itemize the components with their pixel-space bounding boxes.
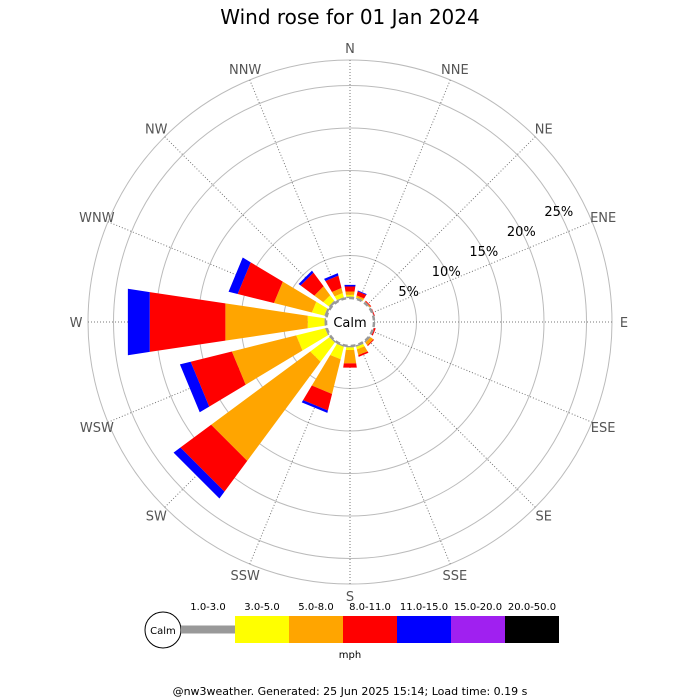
spoke-ese bbox=[349, 321, 593, 423]
direction-label-sse: SSE bbox=[442, 569, 467, 584]
bar-s-8.0-11.0 bbox=[343, 363, 357, 368]
bar-n-3.0-5.0 bbox=[345, 294, 355, 297]
legend-swatch-8.0-11.0 bbox=[343, 616, 397, 643]
legend-swatch-3.0-5.0 bbox=[235, 616, 289, 643]
bar-wnw-11.0-15.0 bbox=[228, 257, 251, 294]
direction-label-ssw: SSW bbox=[230, 569, 260, 584]
bar-sw-5.0-8.0 bbox=[211, 351, 321, 461]
bar-ssw-8.0-11.0 bbox=[303, 385, 333, 411]
calm-circle-group: Calm bbox=[324, 296, 376, 348]
bar-ese-8.0-11.0 bbox=[371, 328, 376, 336]
bar-s-3.0-5.0 bbox=[345, 347, 355, 350]
legend-unit: mph bbox=[339, 650, 361, 661]
bar-sse-8.0-11.0 bbox=[358, 351, 369, 357]
legend-swatch-15.0-20.0 bbox=[451, 616, 505, 643]
bar-wnw-3.0-5.0 bbox=[311, 301, 328, 316]
bar-wsw-11.0-15.0 bbox=[179, 361, 210, 413]
bar-ssw-5.0-8.0 bbox=[311, 354, 341, 394]
bar-n-11.0-15.0 bbox=[344, 284, 356, 287]
ring-labels: 5% 10% 15% 20% 25% bbox=[398, 205, 573, 300]
direction-label-ene: ENE bbox=[590, 211, 616, 226]
bar-sw-3.0-5.0 bbox=[310, 337, 335, 362]
frequency-bars bbox=[127, 257, 376, 499]
direction-labels: N NNE NE ENE E ESE SE SSE S SSW SW WSW W WNW NW NNW bbox=[70, 42, 629, 605]
calm-label: Calm bbox=[333, 316, 366, 331]
bar-se-8.0-11.0 bbox=[367, 339, 375, 347]
bar-nw-1.0-3.0 bbox=[328, 300, 336, 308]
bar-nnw-3.0-5.0 bbox=[334, 292, 344, 300]
ring-label-10: 10% bbox=[432, 265, 461, 280]
bar-nw-8.0-11.0 bbox=[300, 272, 324, 296]
legend-label-5.0-8.0: 5.0-8.0 bbox=[298, 602, 333, 613]
bar-ssw-11.0-15.0 bbox=[301, 400, 328, 413]
chart-title: Wind rose for 01 Jan 2024 bbox=[220, 5, 479, 29]
bar-wnw-5.0-8.0 bbox=[273, 281, 317, 313]
legend-label-3.0-5.0: 3.0-5.0 bbox=[244, 602, 279, 613]
bar-nnw-5.0-8.0 bbox=[331, 287, 343, 297]
legend-swatch-5.0-8.0 bbox=[289, 616, 343, 643]
bar-wsw-3.0-5.0 bbox=[296, 328, 328, 351]
spoke-se bbox=[349, 321, 536, 508]
ring-label-5: 5% bbox=[398, 285, 419, 300]
spoke-sse bbox=[349, 321, 451, 565]
bar-sw-8.0-11.0 bbox=[180, 424, 248, 492]
legend-label-11.0-15.0: 11.0-15.0 bbox=[400, 602, 448, 613]
bar-nnw-8.0-11.0 bbox=[325, 275, 342, 292]
bar-w-8.0-11.0 bbox=[149, 292, 226, 352]
legend-swatch-20.0-50.0 bbox=[505, 616, 559, 643]
direction-label-wnw: WNW bbox=[79, 211, 115, 226]
bar-nw-3.0-5.0 bbox=[323, 295, 335, 307]
bar-sse-5.0-8.0 bbox=[356, 346, 368, 356]
ring-label-25: 25% bbox=[544, 205, 573, 220]
direction-label-nne: NNE bbox=[441, 63, 469, 78]
legend-label-1.0-3.0: 1.0-3.0 bbox=[190, 602, 225, 613]
bar-w-3.0-5.0 bbox=[307, 315, 325, 329]
direction-label-w: W bbox=[70, 316, 83, 331]
bar-wsw-8.0-11.0 bbox=[190, 351, 246, 407]
bar-s-5.0-8.0 bbox=[343, 349, 357, 364]
bar-ssw-3.0-5.0 bbox=[330, 344, 344, 360]
calm-circle bbox=[324, 296, 376, 348]
bar-nne-8.0-11.0 bbox=[356, 291, 367, 299]
bar-nw-11.0-15.0 bbox=[298, 270, 314, 286]
legend-label-15.0-20.0: 15.0-20.0 bbox=[454, 602, 502, 613]
legend-swatch-11.0-15.0 bbox=[397, 616, 451, 643]
direction-label-se: SE bbox=[536, 510, 552, 525]
direction-label-ne: NE bbox=[535, 122, 553, 137]
bar-wsw-5.0-8.0 bbox=[231, 335, 303, 385]
legend-label-8.0-11.0: 8.0-11.0 bbox=[349, 602, 391, 613]
ring-label-15: 15% bbox=[469, 245, 498, 260]
bar-w-5.0-8.0 bbox=[225, 303, 308, 341]
legend-swatch-1.0-3.0 bbox=[181, 625, 235, 634]
direction-label-sw: SW bbox=[146, 510, 167, 525]
bar-w-11.0-15.0 bbox=[127, 288, 150, 356]
bar-nw-5.0-8.0 bbox=[314, 286, 331, 303]
direction-label-e: E bbox=[620, 316, 628, 331]
legend: Calm 1.0-3.0 3.0-5.0 5.0-8.0 8.0-11.0 11.0-1… bbox=[144, 602, 559, 661]
direction-label-s: S bbox=[346, 590, 354, 605]
direction-label-wsw: WSW bbox=[80, 421, 114, 436]
bar-n-8.0-11.0 bbox=[344, 286, 356, 292]
ring-label-20: 20% bbox=[507, 225, 536, 240]
bar-se-5.0-8.0 bbox=[365, 337, 374, 346]
bar-sw-11.0-15.0 bbox=[173, 447, 225, 499]
direction-label-nnw: NNW bbox=[229, 63, 261, 78]
direction-label-nw: NW bbox=[145, 122, 168, 137]
direction-label-ese: ESE bbox=[591, 421, 616, 436]
bar-nnw-11.0-15.0 bbox=[324, 273, 339, 282]
ring-25 bbox=[113, 85, 587, 559]
bar-sse-3.0-5.0 bbox=[356, 344, 365, 350]
bar-nne-11.0-15.0 bbox=[357, 290, 367, 295]
bar-nne-5.0-8.0 bbox=[356, 295, 365, 300]
legend-label-20.0-50.0: 20.0-50.0 bbox=[508, 602, 556, 613]
bar-ne-8.0-11.0 bbox=[365, 300, 372, 307]
bar-wnw-8.0-11.0 bbox=[237, 262, 283, 304]
footer-text: @nw3weather. Generated: 25 Jun 2025 15:1… bbox=[173, 685, 528, 698]
legend-calm-label: Calm bbox=[150, 626, 176, 637]
spoke-ene bbox=[349, 221, 593, 323]
direction-label-n: N bbox=[345, 42, 355, 57]
bar-n-5.0-8.0 bbox=[345, 291, 355, 295]
